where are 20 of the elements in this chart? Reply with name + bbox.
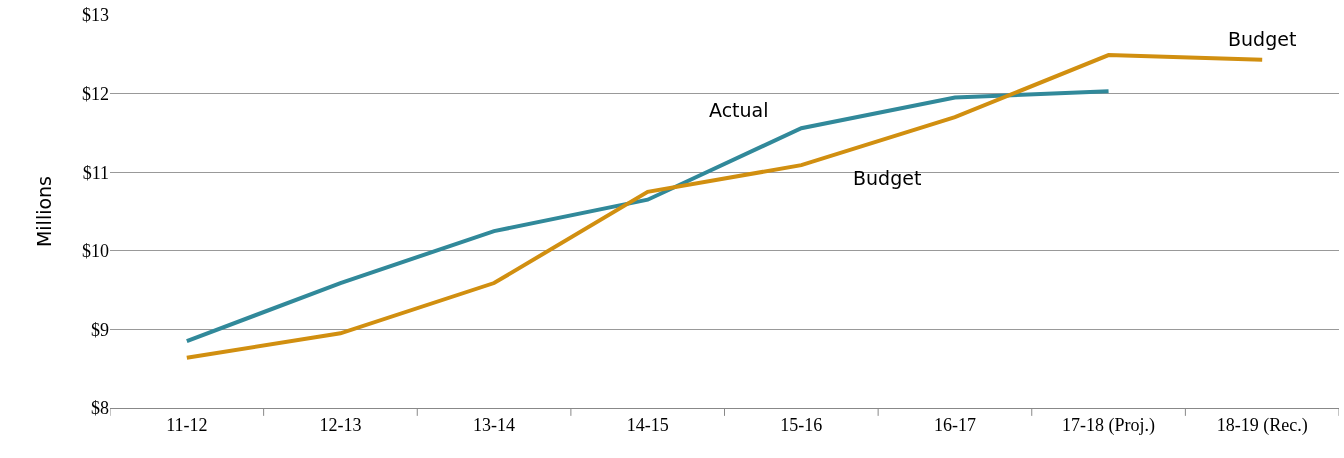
x-tick-label: 14-15 [626,414,669,435]
series-label: Budget [1228,28,1297,50]
line-series [184,89,1111,344]
text: Budget [853,167,922,189]
x-tick-label: 18-19 (Rec.) [1216,414,1308,436]
y-tick-label: $13 [82,5,109,26]
y-axis-title: Millions [32,175,55,248]
x-tick-label: 17-18 (Proj.) [1062,414,1156,436]
x-tick-label: 11-12 [166,414,208,435]
x-tick-label: 12-13 [319,414,362,435]
x-tick-label: 16-17 [933,414,976,435]
series-label: Actual [709,99,769,121]
y-tick-label: $11 [82,162,109,183]
y-tick-label: $10 [82,241,109,262]
x-tick-label: 13-14 [473,414,516,435]
y-tick-label: $9 [91,319,109,340]
y-tick-label: $12 [82,83,109,104]
y-tick-label: $8 [91,398,109,419]
line-series [184,53,1265,360]
x-tick-label: 15-16 [780,414,823,435]
